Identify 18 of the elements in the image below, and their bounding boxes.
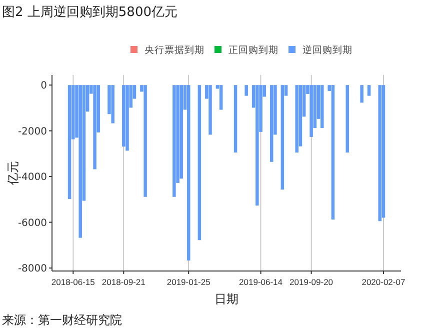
x-tick-label: 2018-06-15 [51,277,96,287]
x-tick-label: 2020-02-07 [362,277,406,287]
x-tick-label: 2019-01-25 [166,277,211,287]
source-note: 来源：第一财经研究院 [2,313,122,327]
y-tick-label: -2000 [18,126,47,138]
y-tick-label: -6000 [18,218,47,229]
x-tick-label: 2019-09-20 [290,277,334,287]
y-tick-label: 0 [40,80,47,92]
legend-label: 正回购到期 [228,44,278,56]
x-tick-label: 2019-06-14 [239,277,283,287]
chart-title: 图2 上周逆回购到期5800亿元 [2,5,178,20]
x-axis-title: 日期 [214,292,238,306]
y-tick-label: -4000 [18,172,47,184]
y-axis-title: 亿元 [6,161,20,186]
legend-label: 逆回购到期 [302,44,352,56]
y-tick-label: -8000 [18,264,47,275]
x-tick-label: 2018-09-21 [102,277,146,287]
legend-label: 央行票据到期 [144,44,204,56]
